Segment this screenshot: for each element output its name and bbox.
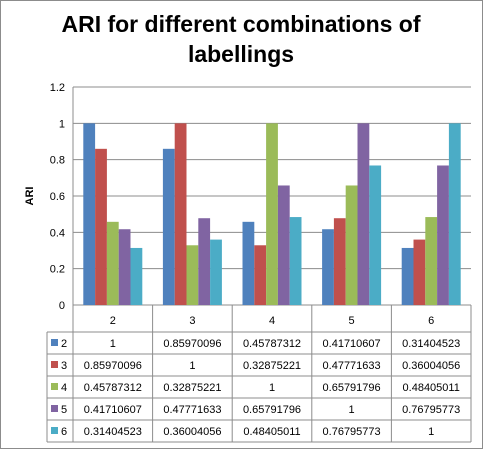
bar (130, 247, 143, 305)
data-label: 0.32875221 (243, 360, 301, 372)
bar (333, 218, 346, 305)
bar (210, 239, 222, 305)
legend-key (51, 427, 58, 434)
bar (174, 123, 187, 305)
bar (95, 148, 107, 305)
data-label: 0.65791796 (243, 404, 301, 416)
data-label: 0.36004056 (163, 426, 221, 438)
data-label: 0.31404523 (84, 426, 142, 438)
bar (437, 165, 449, 305)
legend-entry: 5 (61, 404, 67, 416)
bar (277, 185, 290, 305)
data-label: 1 (189, 360, 195, 372)
bar (357, 123, 370, 305)
data-label: 0.45787312 (84, 382, 142, 394)
y-tick-label: 0 (59, 300, 65, 312)
data-label: 0.85970096 (84, 360, 142, 372)
bar (369, 165, 382, 305)
data-label: 0.47771633 (163, 404, 221, 416)
data-label: 1 (110, 338, 116, 350)
chart-title: ARI for different combinations of labell… (41, 9, 441, 69)
data-label: 0.76795773 (402, 404, 460, 416)
y-tick-label: 0.6 (50, 191, 65, 203)
data-label: 1 (428, 426, 434, 438)
bar (198, 218, 211, 305)
bar (186, 245, 199, 305)
chart-title-line-1: ARI for different combinations of (61, 11, 421, 37)
bar (118, 229, 131, 305)
y-tick-label: 0.8 (50, 155, 65, 167)
x-tick-label: 3 (189, 315, 195, 327)
bar (322, 229, 334, 305)
bar (289, 217, 302, 305)
legend-entry: 4 (61, 382, 67, 394)
y-tick-label: 0.4 (50, 227, 65, 239)
data-label: 0.41710607 (323, 338, 381, 350)
legend-entry: 3 (61, 360, 67, 372)
data-label: 0.47771633 (323, 360, 381, 372)
y-tick-label: 1 (59, 118, 65, 130)
bar (448, 123, 461, 305)
data-label: 0.36004056 (402, 360, 460, 372)
data-label: 0.32875221 (163, 382, 221, 394)
data-label: 0.31404523 (402, 338, 460, 350)
data-label: 1 (269, 382, 275, 394)
y-tick-label: 1.2 (50, 82, 65, 94)
data-label: 0.48405011 (403, 382, 460, 394)
bar (162, 148, 175, 305)
chart-title-line-2: labellings (187, 41, 295, 67)
x-tick-label: 4 (269, 315, 275, 327)
data-label: 1 (349, 404, 355, 416)
data-label: 0.48405011 (243, 426, 300, 438)
legend-entry: 2 (61, 338, 67, 350)
bar (83, 123, 96, 305)
bar (106, 221, 119, 305)
legend-key (51, 405, 58, 412)
bar (345, 185, 358, 305)
bar (401, 247, 414, 305)
bar (242, 221, 255, 305)
x-tick-label: 2 (110, 315, 116, 327)
y-tick-label: 0.2 (50, 264, 65, 276)
legend-key (51, 339, 58, 346)
bar (413, 239, 426, 305)
legend-key (51, 361, 58, 368)
data-label: 0.85970096 (163, 338, 221, 350)
y-axis-label: ARI (24, 187, 36, 206)
x-tick-label: 5 (349, 315, 355, 327)
bar (254, 245, 267, 305)
data-label: 0.65791796 (323, 382, 381, 394)
data-label: 0.41710607 (84, 404, 142, 416)
bar (266, 123, 278, 305)
bar (425, 217, 438, 305)
x-tick-label: 6 (428, 315, 434, 327)
data-label: 0.76795773 (323, 426, 381, 438)
legend-entry: 6 (61, 426, 67, 438)
data-label: 0.45787312 (243, 338, 301, 350)
legend-key (51, 383, 58, 390)
